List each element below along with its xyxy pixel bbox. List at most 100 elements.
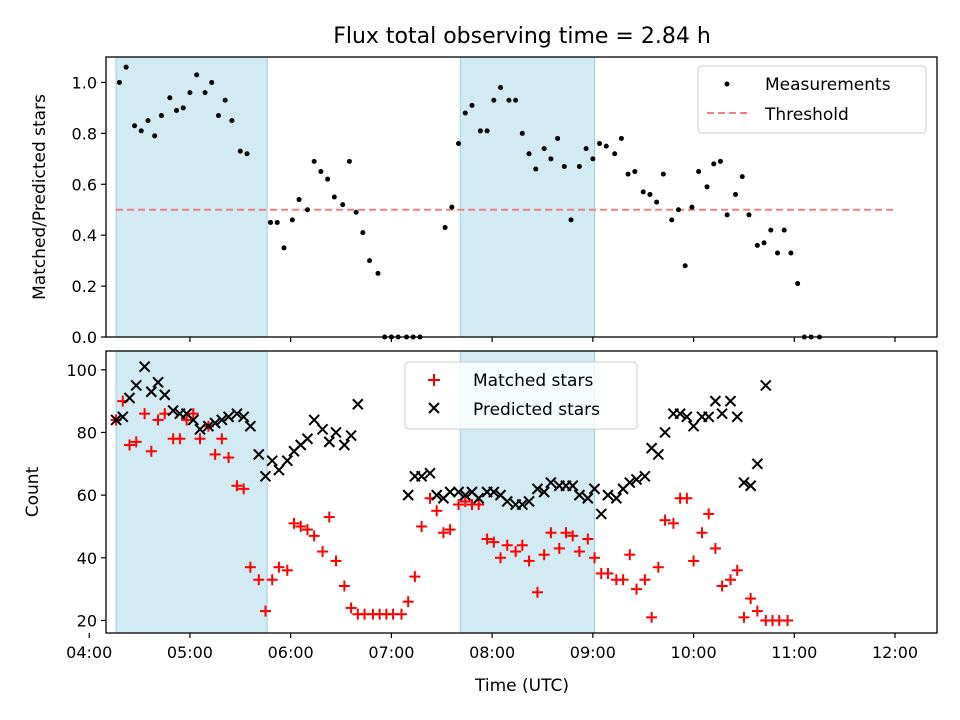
measurement-point [318,169,324,175]
predicted-star-point [582,492,594,504]
matched-star-point [696,527,708,539]
x-tick-label: 06:00 [268,643,314,662]
y-tick-label: 0.6 [72,175,97,194]
measurement-point [754,242,760,248]
y-tick-label: 100 [66,361,97,380]
predicted-star-point [152,376,164,389]
predicted-star-point [459,489,471,501]
y-tick-label: 0.2 [72,277,97,296]
matched-star-point [288,517,300,529]
top-panel: 0.0 0.2 0.4 0.6 0.8 1.0 Matched/Predicted sta… [30,56,938,347]
matched-star-point [639,574,651,586]
x-tick-label: 07:00 [368,643,414,662]
matched-star-point [216,433,228,445]
measurement-point [669,217,675,223]
bottom-x-ticks: 04:00 05:00 06:00 07:00 08:00 09:00 10:00 11:00… [66,633,918,662]
measurement-point [689,204,695,210]
measurement-point [561,163,567,169]
predicted-star-point [538,486,550,498]
matched-star-point [209,448,221,460]
predicted-star-point [630,473,643,486]
predicted-star-point [253,448,265,461]
predicted-star-point [301,433,314,445]
measurement-point [456,141,462,147]
predicted-star-point [145,386,158,398]
bottom-y-axis-label: Count [23,466,43,517]
matched-star-point [495,552,507,564]
predicted-star-point [402,489,414,501]
measurement-point [513,97,519,103]
measurement-point [340,202,346,208]
predicted-star-point [231,407,243,420]
matched-star-point [159,408,171,420]
measurement-point [548,156,554,162]
matched-star-point [231,480,243,492]
measurement-point [768,227,774,233]
y-tick-label: 40 [77,549,97,568]
legend-matched-marker [428,374,440,386]
measurement-point [222,97,228,103]
bottom-y-ticks: 20 40 60 80 100 [66,361,106,630]
matched-star-point [473,499,485,511]
measurement-point [533,166,539,172]
top-y-ticks: 0.0 0.2 0.4 0.6 0.8 1.0 [72,73,106,347]
predicted-star-point [659,426,671,439]
predicted-star-point [602,489,614,501]
matched-star-point [281,564,293,576]
matched-star-point [273,561,285,573]
predicted-star-point [237,411,250,423]
predicted-star-point [709,395,722,407]
measurement-point [194,72,200,78]
matched-star-point [516,539,528,551]
matched-star-point [667,517,679,529]
predicted-star-point [345,429,357,442]
matched-star-point [453,499,465,511]
predicted-star-point [681,411,693,423]
predicted-star-point [167,404,179,417]
measurement-point [498,85,504,91]
matched-star-point [437,527,449,539]
matched-star-point [301,524,313,536]
top-legend: Measurements Threshold [697,65,927,134]
matched-star-point [187,408,199,420]
measurement-point [590,156,596,162]
matched-star-point [139,408,151,420]
predicted-star-point [244,420,257,432]
measurement-point [618,135,624,141]
x-tick-label: 05:00 [167,643,213,662]
measurement-point [346,158,352,164]
x-tick-label: 11:00 [771,643,817,662]
measurement-point [526,151,532,157]
matched-star-point [617,574,629,586]
measurement-point [733,191,739,197]
matched-star-point [330,555,342,567]
measurement-point [506,97,512,103]
matched-star-point [545,527,557,539]
measurement-point [632,169,638,175]
bottom-axes-frame [105,350,938,634]
y-tick-label: 0.4 [72,226,97,245]
measurement-point [174,107,180,113]
measurement-point [289,217,295,223]
legend-matched-label: Matched stars [473,371,593,391]
predicted-star-point [209,417,221,429]
predicted-star-point [187,414,200,426]
measurement-point [541,146,547,152]
predicted-star-point [731,411,743,423]
predicted-star-point [702,411,715,423]
measurement-point [367,258,373,264]
measurement-point [268,219,274,225]
measurement-point [244,151,250,157]
measurement-point [675,207,681,213]
predicted-star-point [652,448,665,461]
measurement-point [739,174,745,180]
predicted-star-point [488,486,500,498]
predicted-star-point [123,392,136,404]
predicted-star-point [639,470,651,483]
top-shaded-spans [115,56,596,338]
predicted-star-point [259,470,272,483]
matched-star-point [431,505,443,517]
predicted-star-point [266,454,278,467]
predicted-star-point [424,467,436,479]
measurement-point [145,118,151,124]
